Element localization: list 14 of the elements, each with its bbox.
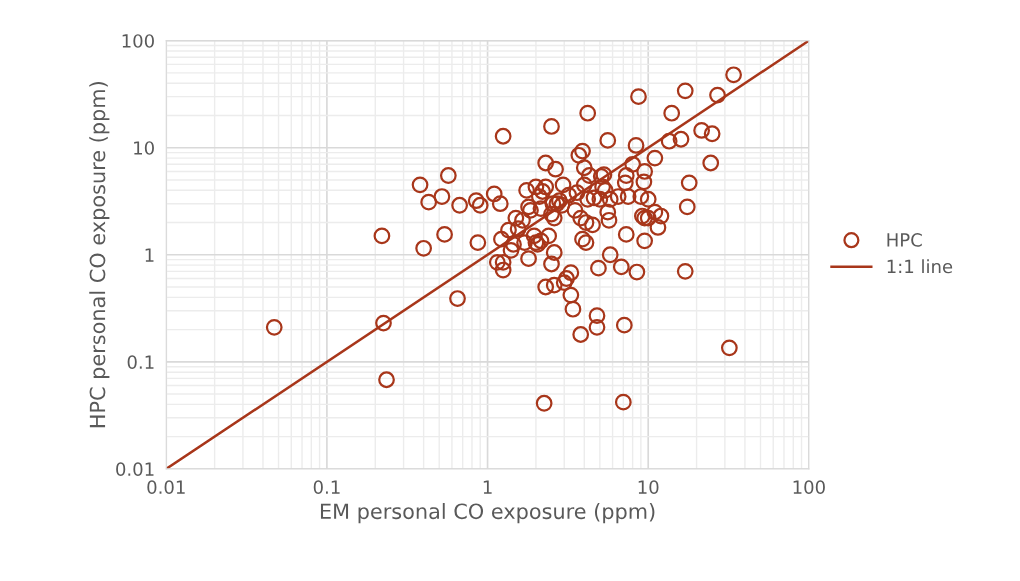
y-axis-title: HPC personal CO exposure (ppm) (89, 82, 110, 428)
y-tick-label: 1 (145, 248, 154, 262)
x-tick-label: 0.1 (313, 480, 340, 494)
x-tick-label: 100 (793, 480, 825, 494)
y-tick-label: 0.1 (127, 355, 154, 369)
legend-label: HPC (887, 233, 922, 247)
x-tick-label: 10 (638, 480, 659, 494)
y-tick-label: 0.01 (116, 462, 154, 476)
x-tick-label: 1 (483, 480, 492, 494)
x-axis-title: EM personal CO exposure (ppm) (320, 503, 655, 524)
y-tick-label: 10 (134, 141, 154, 155)
y-tick-label: 100 (122, 34, 154, 48)
legend-label: 1:1 line (887, 259, 953, 274)
x-tick-label: 0.01 (147, 480, 185, 494)
